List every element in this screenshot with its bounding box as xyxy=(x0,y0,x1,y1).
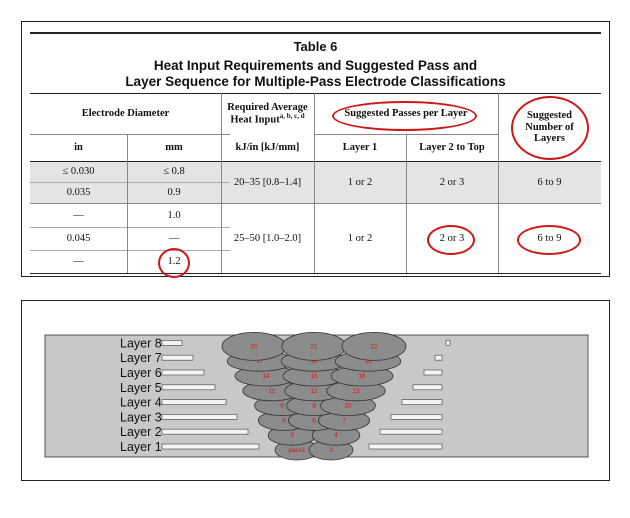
layer-guide-left xyxy=(161,414,238,420)
pass-label: 15 xyxy=(310,373,318,380)
layer-guide-left xyxy=(161,443,260,450)
header-layer1: Layer 1 xyxy=(342,142,378,154)
layer-guide-left xyxy=(161,384,216,391)
layer-guide-left xyxy=(161,340,183,346)
layer-guide-right xyxy=(401,399,443,405)
col-sep-5 xyxy=(498,93,499,273)
layer-guide-right xyxy=(390,414,443,420)
header-in: in xyxy=(74,142,83,154)
header-layer2top: Layer 2 to Top xyxy=(419,142,485,154)
pass-label: 14 xyxy=(262,373,270,380)
row4-in: 0.045 xyxy=(66,233,91,245)
layer-guide-left xyxy=(161,354,194,361)
header-mm: mm xyxy=(165,142,183,154)
pass-label: 19 xyxy=(364,358,372,365)
header-kj: kJ/in [kJ/mm] xyxy=(235,142,300,154)
rule-row3 xyxy=(30,227,230,228)
row1-mm: ≤ 0.8 xyxy=(163,166,185,178)
rule-subhead xyxy=(30,134,230,135)
header-heat-input-line1: Required Average xyxy=(227,101,308,113)
table-subtitle-line2: Layer Sequence for Multiple-Pass Electro… xyxy=(125,74,506,89)
rule-bottom xyxy=(30,273,601,274)
group1-layer2top: 2 or 3 xyxy=(439,176,465,188)
layer-guide-left xyxy=(161,369,205,376)
layer-guide-right xyxy=(445,340,451,346)
layer-guide-right xyxy=(412,384,443,391)
row5-in: — xyxy=(73,256,84,268)
layer-label: Layer 4 xyxy=(120,396,162,410)
pass-label: 21 xyxy=(310,343,318,350)
rule-colhead xyxy=(30,161,601,162)
rule-row1 xyxy=(30,182,230,183)
highlight-group2-layers xyxy=(517,225,581,255)
group1-layers: 6 to 9 xyxy=(537,176,562,188)
pass-label: 16 xyxy=(358,373,366,380)
pass-label: pass1 xyxy=(288,447,306,454)
pass-label: 8 xyxy=(280,403,284,410)
layer-label: Layer 8 xyxy=(120,336,162,350)
group2-layer1: 1 or 2 xyxy=(347,232,373,244)
row2-mm: 0.9 xyxy=(167,187,181,199)
pass-label: 13 xyxy=(352,388,360,395)
col-sep-3 xyxy=(314,93,315,273)
layer-label: Layer 2 xyxy=(120,425,162,439)
group1-layer1: 1 or 2 xyxy=(347,176,373,188)
layer-label: Layer 5 xyxy=(120,381,162,395)
layer-guide-right xyxy=(423,369,443,376)
weld-diagram-frame: Layer 1 Layer 2 Layer 3 Layer 4 Layer 5 Layer… xyxy=(21,300,610,481)
highlight-layers-header xyxy=(511,96,589,160)
rule-head xyxy=(30,93,601,94)
pass-label: 4 xyxy=(334,432,338,439)
pass-label: 18 xyxy=(310,358,318,365)
pass-label: 3 xyxy=(290,432,294,439)
row1-in: ≤ 0.030 xyxy=(62,166,95,178)
col-sep-4 xyxy=(406,134,407,273)
table-title: Table 6 xyxy=(293,39,338,54)
row4-mm: — xyxy=(168,233,180,245)
pass-label: 11 xyxy=(269,388,276,395)
layer-guide-left xyxy=(161,399,227,405)
header-heat-input: Required Average Heat Inputa, b, c, d xyxy=(221,94,314,134)
rule-row4 xyxy=(30,250,230,251)
pass-label: 22 xyxy=(370,343,378,350)
table-subtitle-line1: Heat Input Requirements and Suggested Pa… xyxy=(153,58,478,73)
layer-label: Layer 3 xyxy=(120,410,162,424)
row2-in: 0.035 xyxy=(66,187,91,199)
pass-label: 6 xyxy=(312,417,316,424)
group1-heat: 20–35 [0.8–1.4] xyxy=(233,176,302,188)
highlight-group2-layer2top xyxy=(427,225,475,255)
group2-heat: 25–50 [1.0–2.0] xyxy=(233,232,302,244)
header-electrode-diameter: Electrode Diameter xyxy=(81,108,170,120)
pass-label: 10 xyxy=(344,403,352,410)
layer-guide-right xyxy=(379,428,443,435)
layer-guide-right xyxy=(368,443,443,450)
row3-mm: 1.0 xyxy=(167,209,181,221)
layer-label: Layer 1 xyxy=(120,440,162,454)
col-sep-2 xyxy=(221,93,222,273)
layer-guide-left xyxy=(161,428,249,435)
col-sep-1 xyxy=(127,134,128,273)
pass-label: 20 xyxy=(250,343,258,350)
layer-guide-right xyxy=(434,354,443,361)
layer-label: Layer 7 xyxy=(120,351,162,365)
pass-label: 17 xyxy=(256,358,264,365)
pass-label: 5 xyxy=(282,417,286,424)
pass-label: 9 xyxy=(312,403,316,410)
pass-label: 7 xyxy=(342,417,346,424)
pass-label: 2 xyxy=(329,447,333,454)
layer-label: Layer 6 xyxy=(120,366,162,380)
rule-top xyxy=(30,32,601,34)
header-heat-input-line2: Heat Inputa, b, c, d xyxy=(230,112,305,126)
row3-in: — xyxy=(73,209,84,221)
header-heat-input-sup: a, b, c, d xyxy=(279,112,305,121)
highlight-passes-header xyxy=(332,101,477,131)
table-frame: Table 6 Heat Input Requirements and Sugg… xyxy=(21,21,610,278)
weld-bead xyxy=(341,332,407,361)
rule-group xyxy=(30,203,601,204)
pass-label: 12 xyxy=(310,388,318,395)
highlight-row5-mm xyxy=(158,248,190,278)
header-heat-input-text: Heat Input xyxy=(230,114,280,126)
